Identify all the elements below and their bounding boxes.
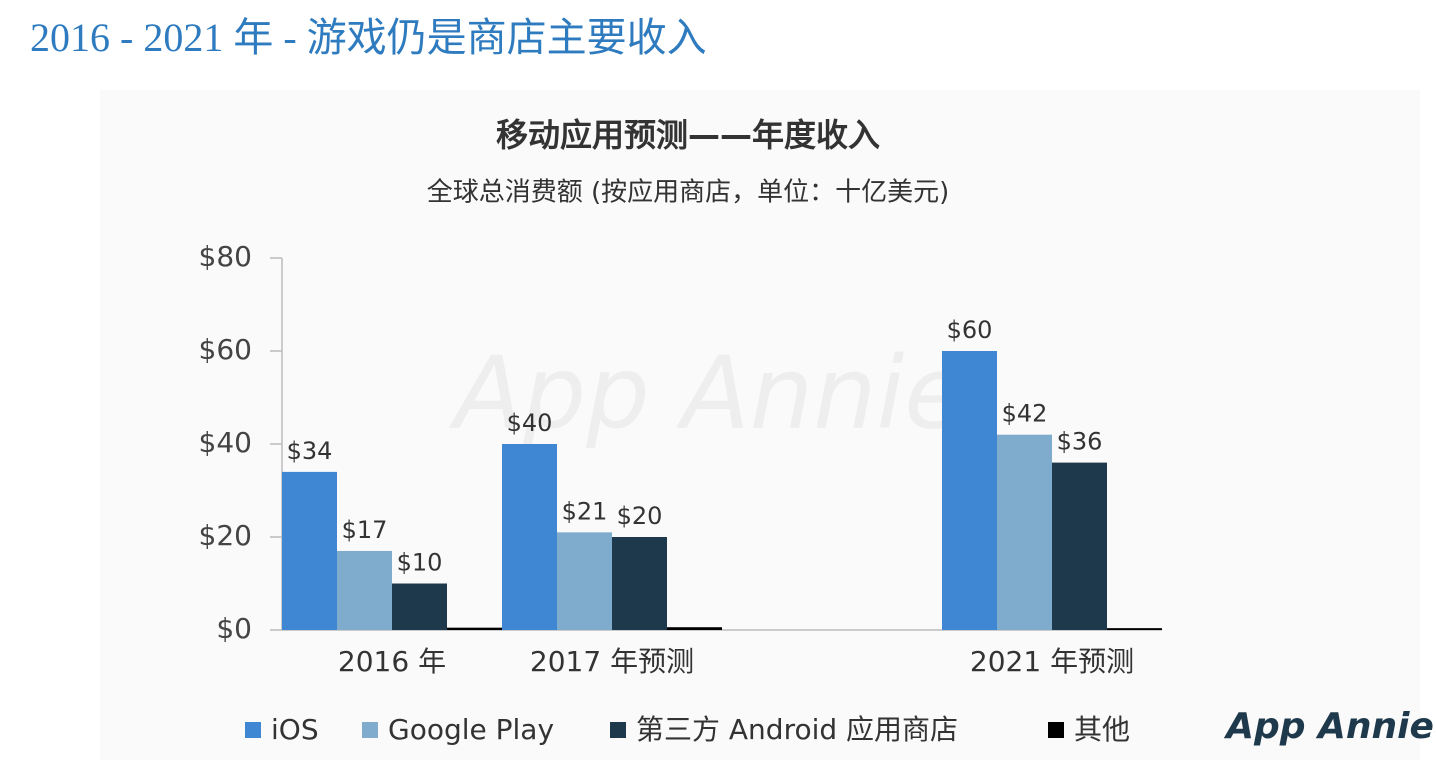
chart-title: 移动应用预测——年度收入	[496, 116, 880, 154]
chart-subtitle: 全球总消费额 (按应用商店，单位：十亿美元)	[427, 178, 950, 208]
bar	[282, 471, 337, 630]
bar	[502, 444, 557, 630]
logo: App Annie	[1223, 706, 1434, 747]
legend-label: 其他	[1074, 713, 1130, 746]
legend-swatch	[362, 722, 378, 738]
bar	[392, 583, 447, 630]
page-title: 2016 - 2021 年 - 游戏仍是商店主要收入	[30, 15, 707, 60]
bar	[557, 532, 612, 630]
bar	[612, 537, 667, 630]
y-tick-label: $80	[199, 240, 252, 273]
y-tick-label: $60	[199, 333, 252, 366]
bar	[337, 550, 392, 630]
bar	[667, 627, 722, 630]
bar	[1052, 462, 1107, 630]
x-tick-label: 2016 年	[338, 645, 446, 678]
legend-swatch	[610, 722, 626, 738]
bar	[1107, 628, 1162, 630]
legend-swatch	[1048, 722, 1064, 738]
data-label: $60	[947, 316, 993, 344]
y-tick-label: $0	[216, 612, 252, 645]
legend-label: Google Play	[388, 713, 554, 746]
data-label: $20	[617, 502, 663, 530]
watermark: App Annie	[448, 334, 966, 451]
bar	[942, 351, 997, 630]
chart-background	[100, 90, 1420, 760]
bar	[447, 627, 502, 630]
data-label: $36	[1057, 428, 1103, 456]
legend-swatch	[245, 722, 261, 738]
y-tick-label: $20	[199, 519, 252, 552]
data-label: $17	[342, 516, 388, 544]
y-tick-label: $40	[199, 426, 252, 459]
data-label: $34	[287, 437, 333, 465]
legend-label: iOS	[271, 713, 319, 746]
x-tick-label: 2017 年预测	[530, 645, 694, 678]
data-label: $40	[507, 409, 553, 437]
data-label: $21	[562, 497, 608, 525]
x-tick-label: 2021 年预测	[970, 645, 1134, 678]
bar	[997, 434, 1052, 630]
legend-label: 第三方 Android 应用商店	[636, 713, 958, 746]
data-label: $10	[397, 549, 443, 577]
data-label: $42	[1002, 400, 1048, 428]
